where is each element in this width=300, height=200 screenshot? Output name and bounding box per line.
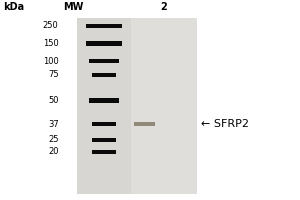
Text: MW: MW <box>63 2 84 12</box>
Bar <box>92 150 116 154</box>
Text: ← SFRP2: ← SFRP2 <box>201 119 249 129</box>
Text: 100: 100 <box>43 57 58 66</box>
Text: 37: 37 <box>48 120 58 129</box>
Bar <box>130 18 196 194</box>
Text: 25: 25 <box>48 135 58 144</box>
Bar <box>134 122 154 126</box>
Bar <box>88 98 119 103</box>
Bar <box>85 24 122 28</box>
Text: 50: 50 <box>48 96 58 105</box>
Bar <box>85 41 122 46</box>
Bar <box>76 18 130 194</box>
Text: 250: 250 <box>43 21 58 30</box>
Text: 75: 75 <box>48 70 58 79</box>
Bar <box>92 138 116 142</box>
Text: 20: 20 <box>48 147 58 156</box>
Text: kDa: kDa <box>3 2 24 12</box>
Bar <box>92 73 116 77</box>
Bar <box>88 59 119 63</box>
Bar <box>92 122 116 126</box>
Text: 2: 2 <box>160 2 167 12</box>
Text: 150: 150 <box>43 39 58 48</box>
